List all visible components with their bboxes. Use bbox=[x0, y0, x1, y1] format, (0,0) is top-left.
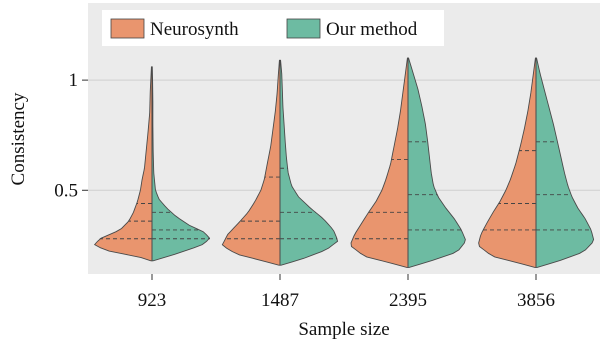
violin-layer bbox=[93, 57, 595, 268]
legend-swatch-our-method bbox=[286, 18, 321, 39]
y-tick-label: 1 bbox=[69, 70, 79, 91]
legend-swatch-neurosynth bbox=[110, 18, 145, 39]
violin-our-method-3856 bbox=[535, 57, 595, 268]
x-tick-label: 923 bbox=[138, 290, 167, 311]
x-tick-label: 1487 bbox=[261, 290, 299, 311]
violin-our-method-1487 bbox=[279, 59, 339, 266]
violin-neurosynth-923 bbox=[93, 66, 153, 262]
violin-neurosynth-2395 bbox=[350, 57, 409, 268]
legend-label-neurosynth: Neurosynth bbox=[150, 19, 239, 40]
x-axis-title: Sample size bbox=[298, 319, 389, 340]
x-tick-label: 2395 bbox=[389, 290, 427, 311]
legend: Neurosynth Our method bbox=[102, 10, 444, 46]
violin-neurosynth-1487 bbox=[221, 59, 281, 266]
legend-label-our-method: Our method bbox=[326, 19, 418, 40]
y-axis: 0.51 bbox=[54, 70, 88, 201]
y-tick-label: 0.5 bbox=[54, 180, 78, 201]
y-axis-title: Consistency bbox=[8, 92, 29, 185]
x-tick-label: 3856 bbox=[517, 290, 555, 311]
violin-our-method-2395 bbox=[407, 57, 466, 268]
x-axis: 923 1487 2395 3856 bbox=[138, 274, 555, 311]
violin-neurosynth-3856 bbox=[478, 57, 537, 268]
legend-box bbox=[102, 10, 444, 46]
